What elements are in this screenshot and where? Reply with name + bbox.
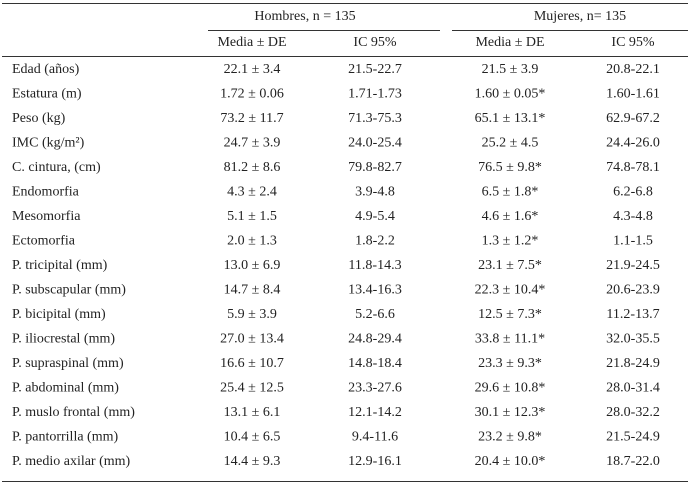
cell: 22.1 ± 3.4 (224, 62, 281, 77)
cell: 12.1-14.2 (348, 405, 402, 420)
cell: 12.9-16.1 (348, 454, 402, 469)
cell: 16.6 ± 10.7 (220, 356, 284, 371)
cell: 14.7 ± 8.4 (224, 283, 281, 298)
cell: 1.71-1.73 (348, 87, 402, 102)
row-label: C. cintura, (cm) (12, 160, 101, 175)
cell: 18.7-22.0 (606, 454, 660, 469)
cell: 23.2 ± 9.8* (478, 430, 542, 445)
cell: 6.5 ± 1.8* (482, 185, 539, 200)
cell: 1.3 ± 1.2* (482, 234, 539, 249)
cell: 14.4 ± 9.3 (224, 454, 281, 469)
cell: 5.2-6.6 (355, 307, 395, 322)
column-header: IC 95% (353, 35, 397, 50)
cell: 24.7 ± 3.9 (224, 136, 281, 151)
cell: 32.0-35.5 (606, 332, 660, 347)
row-label: P. muslo frontal (mm) (12, 405, 135, 420)
row-label: P. bicipital (mm) (12, 307, 106, 322)
row-label: P. medio axilar (mm) (12, 454, 131, 469)
cell: 20.6-23.9 (606, 283, 660, 298)
cell: 22.3 ± 10.4* (475, 283, 546, 298)
row-label: P. supraspinal (mm) (12, 356, 124, 371)
row-label: Edad (años) (12, 62, 80, 77)
row-label: Endomorfia (12, 185, 80, 200)
column-header: Media ± DE (475, 35, 544, 50)
cell: 79.8-82.7 (348, 160, 402, 175)
cell: 13.0 ± 6.9 (224, 258, 281, 273)
row-label: P. tricipital (mm) (12, 258, 108, 273)
cell: 24.0-25.4 (348, 136, 402, 151)
cell: 74.8-78.1 (606, 160, 660, 175)
cell: 23.1 ± 7.5* (478, 258, 542, 273)
row-label: P. abdominal (mm) (12, 381, 119, 396)
cell: 5.1 ± 1.5 (227, 209, 277, 224)
cell: 25.4 ± 12.5 (220, 381, 284, 396)
row-label: Peso (kg) (12, 111, 66, 126)
row-label: P. iliocrestal (mm) (12, 332, 115, 347)
cell: 21.9-24.5 (606, 258, 660, 273)
cell: 2.0 ± 1.3 (227, 234, 277, 249)
cell: 29.6 ± 10.8* (475, 381, 546, 396)
cell: 1.1-1.5 (613, 234, 653, 249)
row-label: Ectomorfia (12, 234, 76, 249)
cell: 21.5-24.9 (606, 430, 660, 445)
cell: 24.8-29.4 (348, 332, 402, 347)
row-label: Estatura (m) (12, 87, 82, 102)
cell: 6.2-6.8 (613, 185, 653, 200)
cell: 11.2-13.7 (606, 307, 659, 322)
cell: 14.8-18.4 (348, 356, 402, 371)
cell: 20.4 ± 10.0* (475, 454, 546, 469)
cell: 1.60 ± 0.05* (475, 87, 546, 102)
cell: 4.3 ± 2.4 (227, 185, 277, 200)
group-header: Hombres, n = 135 (254, 9, 355, 24)
cell: 28.0-32.2 (606, 405, 660, 420)
group-header: Mujeres, n= 135 (534, 9, 626, 24)
cell: 28.0-31.4 (606, 381, 660, 396)
cell: 27.0 ± 13.4 (220, 332, 284, 347)
cell: 33.8 ± 11.1* (475, 332, 545, 347)
column-header: IC 95% (611, 35, 655, 50)
cell: 1.60-1.61 (606, 87, 660, 102)
cell: 13.1 ± 6.1 (224, 405, 281, 420)
cell: 13.4-16.3 (348, 283, 402, 298)
cell: 24.4-26.0 (606, 136, 660, 151)
cell: 4.9-5.4 (355, 209, 395, 224)
cell: 20.8-22.1 (606, 62, 660, 77)
cell: 1.8-2.2 (355, 234, 395, 249)
cell: 21.8-24.9 (606, 356, 660, 371)
cell: 9.4-11.6 (352, 430, 398, 445)
row-label: Mesomorfia (12, 209, 81, 224)
cell: 30.1 ± 12.3* (475, 405, 546, 420)
cell: 62.9-67.2 (606, 111, 660, 126)
cell: 11.8-14.3 (348, 258, 401, 273)
row-label: IMC (kg/m²) (12, 136, 85, 151)
row-label: P. subscapular (mm) (12, 283, 126, 298)
cell: 21.5 ± 3.9 (482, 62, 539, 77)
cell: 23.3-27.6 (348, 381, 402, 396)
cell: 25.2 ± 4.5 (482, 136, 539, 151)
cell: 21.5-22.7 (348, 62, 402, 77)
cell: 4.3-4.8 (613, 209, 653, 224)
cell: 81.2 ± 8.6 (224, 160, 281, 175)
cell: 10.4 ± 6.5 (224, 430, 281, 445)
cell: 71.3-75.3 (348, 111, 402, 126)
cell: 65.1 ± 13.1* (475, 111, 546, 126)
cell: 3.9-4.8 (355, 185, 395, 200)
cell: 73.2 ± 11.7 (220, 111, 283, 126)
cell: 5.9 ± 3.9 (227, 307, 277, 322)
cell: 12.5 ± 7.3* (478, 307, 542, 322)
column-header: Media ± DE (217, 35, 286, 50)
cell: 76.5 ± 9.8* (478, 160, 542, 175)
row-label: P. pantorrilla (mm) (12, 430, 118, 445)
cell: 1.72 ± 0.06 (220, 87, 284, 102)
cell: 23.3 ± 9.3* (478, 356, 542, 371)
cell: 4.6 ± 1.6* (482, 209, 539, 224)
